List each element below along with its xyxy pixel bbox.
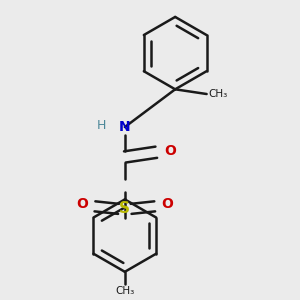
Text: O: O bbox=[164, 144, 176, 158]
Text: S: S bbox=[119, 201, 130, 216]
Text: CH₃: CH₃ bbox=[208, 89, 227, 99]
Text: H: H bbox=[97, 119, 106, 132]
Text: N: N bbox=[119, 120, 130, 134]
Text: CH₃: CH₃ bbox=[115, 286, 134, 296]
Text: O: O bbox=[162, 197, 173, 211]
Text: O: O bbox=[76, 197, 88, 211]
